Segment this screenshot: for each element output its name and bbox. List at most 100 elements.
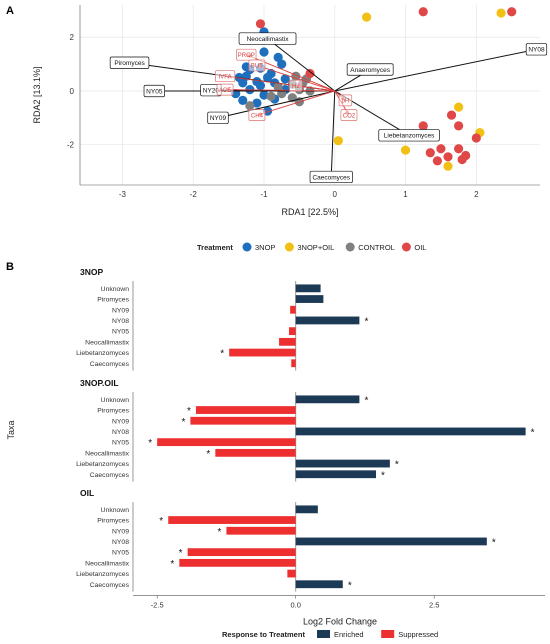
bar <box>295 459 390 468</box>
significance-star: * <box>364 316 368 327</box>
legend-title: Treatment <box>197 243 233 252</box>
bar <box>295 427 526 436</box>
category-label: NY08 <box>112 539 129 546</box>
category-label: Piromyces <box>97 297 129 304</box>
data-point-control <box>266 91 276 101</box>
arrow-label: ACE <box>219 88 231 94</box>
arrow-label-box <box>238 32 297 45</box>
response-legend: Response to Treatment Enriched Suppressed <box>222 630 438 639</box>
significance-star: * <box>179 548 183 559</box>
category-label: NY09 <box>112 418 129 425</box>
panel-a-label: A <box>6 5 14 17</box>
significance-star: * <box>148 438 152 449</box>
x-tick-label: 0.0 <box>290 601 300 610</box>
arrow-label: NY09 <box>210 115 227 122</box>
data-point-3nop <box>262 72 273 83</box>
legend-swatch <box>317 630 330 638</box>
significance-star: * <box>531 427 535 438</box>
bar <box>295 316 360 325</box>
arrow-label-box <box>346 63 394 76</box>
panel-b-label: B <box>6 261 14 273</box>
bar <box>289 327 296 336</box>
data-point-3nop-oil <box>333 136 343 146</box>
category-label: Liebetanzomyces <box>76 571 129 578</box>
data-point-3nop-oil <box>443 161 453 171</box>
legend-swatch <box>401 242 411 252</box>
x-tick-label: -2.5 <box>151 601 164 610</box>
significance-star: * <box>170 559 174 570</box>
legend-swatch <box>242 242 252 252</box>
data-point-oil <box>454 121 464 131</box>
rda-biplot: -3 -2 -1 0 1 2 -2 0 2 RDA1 [22.5%] RDA2 [13.1%] NY0… <box>32 5 548 217</box>
data-point-3nop <box>255 80 266 91</box>
bar <box>190 416 296 425</box>
bar <box>287 569 296 578</box>
legend-swatch <box>345 242 355 252</box>
y-axis-title: Taxa <box>6 420 16 439</box>
bar <box>291 359 296 368</box>
bar <box>195 406 296 414</box>
arrow-label: pH <box>342 99 350 105</box>
data-point-control <box>273 82 283 92</box>
category-label: NY08 <box>112 429 129 436</box>
x-tick-label: -1 <box>260 190 268 199</box>
category-label: Caecomyces <box>90 582 130 589</box>
arrow-label: CH4 <box>251 113 264 119</box>
category-label: NY05 <box>112 440 129 447</box>
fold-change-bar-chart: 3NOP Unknown Piromyces NY09 NY08 * NY05 Neocall… <box>6 267 545 627</box>
loading-arrow <box>334 48 537 92</box>
data-point-3nop <box>277 59 287 69</box>
legend-label: 3NOP+OIL <box>297 243 334 252</box>
arrow-label: NY20 <box>203 88 220 95</box>
bar <box>295 580 343 589</box>
data-point-3nop-oil <box>496 8 506 18</box>
category-label: Piromyces <box>97 408 129 415</box>
arrow-label-box <box>525 43 548 56</box>
bar <box>295 505 318 514</box>
significance-star: * <box>206 449 210 460</box>
data-point-3nop <box>252 98 262 108</box>
legend-title: Response to Treatment <box>222 630 305 639</box>
x-tick-label: 2.5 <box>429 601 439 610</box>
category-label: Neocallimastix <box>85 560 129 567</box>
facet-title: 3NOP.OIL <box>80 378 119 388</box>
data-point-3nop-oil <box>454 102 464 112</box>
data-point-3nop <box>280 74 290 84</box>
category-label: Neocallimastix <box>85 450 129 457</box>
bar <box>179 558 296 567</box>
category-label: NY09 <box>112 528 129 535</box>
significance-star: * <box>217 527 221 538</box>
category-label: Caecomyces <box>90 361 130 368</box>
bar <box>229 348 296 357</box>
arrow-label-box <box>378 129 440 142</box>
bar <box>226 526 296 535</box>
significance-star: * <box>395 460 399 471</box>
category-label: Unknown <box>101 286 130 293</box>
significance-star: * <box>348 580 352 591</box>
arrow-label: H2 <box>292 84 300 90</box>
loading-arrow <box>217 90 335 119</box>
y-axis-title: RDA2 [13.1%] <box>32 66 42 123</box>
significance-star: * <box>381 470 385 481</box>
category-label: Liebetanzomyces <box>76 350 129 357</box>
significance-star: * <box>364 395 368 406</box>
data-point-oil <box>418 7 428 17</box>
arrow-label: BUT <box>251 64 263 70</box>
x-axis-title: RDA1 [22.5%] <box>281 207 338 217</box>
data-point-oil <box>425 148 435 158</box>
legend-label: Enriched <box>334 630 364 639</box>
arrow-label: Anaeromyces <box>350 67 390 74</box>
x-tick-label: 1 <box>403 190 408 199</box>
data-point-3nop <box>259 47 269 57</box>
data-point-3nop <box>238 95 248 105</box>
bar <box>215 448 296 457</box>
bar <box>295 295 324 303</box>
arrow-label-box <box>109 56 150 69</box>
x-tick-label: -2 <box>190 190 198 199</box>
treatment-legend: Treatment 3NOP 3NOP+OIL CONTROL OIL <box>197 242 426 252</box>
arrow-label-box <box>207 111 229 124</box>
bar <box>157 438 296 447</box>
arrow-label-box <box>289 79 303 92</box>
data-point-oil <box>446 110 457 120</box>
